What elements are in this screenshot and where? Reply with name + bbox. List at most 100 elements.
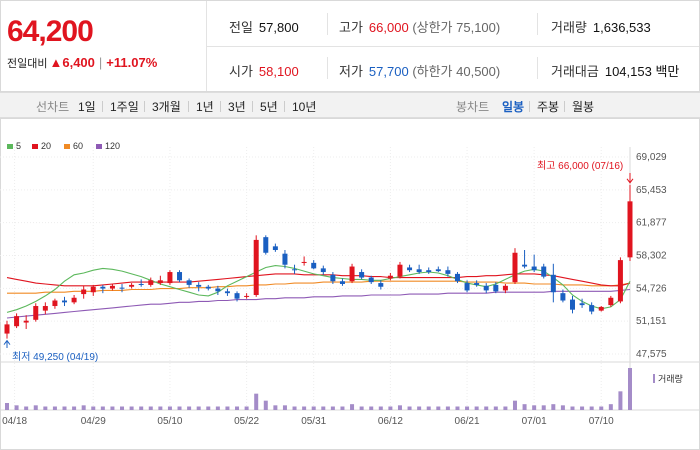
candle-body — [119, 287, 125, 289]
period-10y[interactable]: 10년 — [292, 100, 317, 114]
volume-bars — [5, 368, 632, 410]
period-3m[interactable]: 3개월 — [152, 100, 181, 114]
volume-bar — [81, 405, 86, 410]
open-label: 시가 — [229, 64, 253, 79]
volume-bar — [541, 405, 546, 410]
volume-bar — [263, 400, 268, 410]
volume-bar — [311, 406, 316, 410]
change-amount: ▲6,400 — [49, 55, 95, 70]
legend-ma60: 60 — [73, 141, 83, 151]
candle-body — [205, 286, 211, 289]
volume-bar — [43, 406, 48, 410]
moving-average-ma120 — [6, 288, 631, 319]
high-value: 66,000 — [368, 20, 409, 35]
y-tick-label: 51,151 — [636, 316, 667, 327]
volume-bar — [139, 406, 144, 410]
volume-bar — [5, 403, 9, 410]
x-tick-label: 07/01 — [522, 416, 547, 427]
candle-body — [4, 324, 10, 334]
candle-body — [579, 303, 585, 306]
candles — [3, 173, 634, 348]
legend-ma5: 5 — [16, 141, 21, 151]
divider — [327, 57, 328, 79]
candle-body — [454, 273, 460, 282]
candle-body — [598, 306, 604, 311]
volume-bar — [225, 406, 230, 410]
candle-weekly[interactable]: 주봉 — [537, 100, 560, 114]
candle-body — [186, 280, 192, 285]
divider — [220, 101, 221, 112]
candle-body — [62, 300, 68, 303]
candle-body — [224, 291, 230, 294]
price-chart[interactable]: 5 20 60 120 69,029 65,453 61,877 58,302 54,7… — [0, 118, 700, 450]
candle-body — [589, 305, 595, 312]
lower-limit: (하한가 40,500) — [412, 64, 501, 79]
candle-body — [407, 267, 413, 271]
candle-body — [157, 280, 163, 284]
period-1d[interactable]: 1일 — [78, 100, 96, 114]
candle-body — [23, 320, 29, 323]
volume-bar — [215, 406, 220, 410]
open-value: 58,100 — [258, 64, 299, 79]
volume-bar — [244, 406, 249, 410]
volume-bar — [580, 406, 585, 410]
volume-label: 거래량 — [551, 20, 587, 35]
volume-bar — [321, 406, 326, 410]
divider — [284, 101, 285, 112]
candle-body — [349, 266, 355, 282]
candle-body — [244, 295, 250, 297]
candle-body — [464, 283, 470, 291]
legend-swatch-ma60 — [64, 144, 70, 149]
candle-body — [531, 266, 537, 271]
volume-bar — [369, 406, 374, 410]
volume-bar — [167, 406, 172, 410]
x-tick-label: 05/31 — [301, 416, 326, 427]
divider — [327, 13, 328, 35]
volume-bar — [378, 406, 383, 410]
volume-bar — [187, 406, 192, 410]
volume-bar — [350, 404, 355, 410]
candle-body — [569, 299, 575, 310]
volume-bar — [397, 405, 402, 410]
x-axis: 04/18 04/29 05/10 05/22 05/31 06/12 06/21 07/01… — [2, 416, 614, 427]
period-1y[interactable]: 1년 — [196, 100, 214, 114]
prev-close-value: 57,800 — [258, 20, 299, 35]
volume-bar — [417, 406, 422, 410]
candle-body — [100, 286, 106, 289]
candle-body — [550, 274, 556, 293]
volume-bar — [91, 406, 96, 410]
volume-bar — [465, 406, 470, 410]
volume-bar — [292, 406, 297, 410]
moving-averages — [6, 265, 631, 319]
candle-daily[interactable]: 일봉 — [502, 100, 525, 114]
chart-grid — [0, 147, 700, 411]
volume-bar — [33, 405, 38, 410]
y-tick-label: 58,302 — [636, 251, 667, 262]
candle-body — [42, 306, 48, 311]
ma-legend: 5 20 60 120 — [7, 141, 120, 151]
candle-body — [627, 201, 633, 258]
low-value: 57,700 — [368, 64, 409, 79]
candle-body — [330, 274, 336, 282]
y-tick-label: 54,726 — [636, 283, 667, 294]
volume-bar — [407, 406, 412, 410]
volume-bar — [254, 393, 259, 410]
prev-close: 전일 57,800 — [229, 17, 299, 36]
candle-body — [416, 269, 422, 273]
period-3y[interactable]: 3년 — [228, 100, 246, 114]
period-1w[interactable]: 1주일 — [110, 100, 139, 114]
legend-swatch-ma5 — [7, 144, 13, 149]
volume-legend-swatch — [653, 374, 655, 383]
volume-bar — [618, 391, 623, 410]
volume-bar — [359, 406, 364, 410]
low-label: 저가 — [339, 64, 363, 79]
candle-monthly[interactable]: 월봉 — [572, 100, 595, 114]
period-5y[interactable]: 5년 — [260, 100, 278, 114]
volume-bar — [484, 406, 489, 410]
volume-bar — [206, 406, 211, 410]
candle-body — [109, 285, 115, 289]
volume-bar — [14, 405, 19, 410]
y-tick-label: 61,877 — [636, 218, 667, 229]
y-axis: 69,029 65,453 61,877 58,302 54,726 51,151 47,5… — [636, 152, 667, 360]
min-arrow-head — [3, 339, 11, 345]
